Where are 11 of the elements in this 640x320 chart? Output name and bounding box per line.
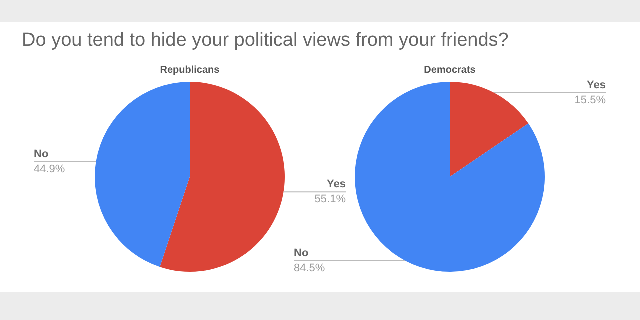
data-label: 15.5% [574, 94, 606, 107]
chart-title: Do you tend to hide your political views from your friends? [22, 30, 509, 52]
slice-label: Yes [587, 80, 606, 92]
slice-label: Yes [327, 178, 346, 191]
data-label: 55.1% [314, 194, 346, 206]
data-label: 84.5% [294, 262, 326, 274]
chart-subtitle: Republicans [160, 64, 220, 76]
chart-subtitle: Democrats [424, 64, 476, 76]
slice-label: No [294, 247, 309, 260]
data-label: 44.9% [34, 163, 66, 176]
slice-label: No [34, 148, 49, 160]
